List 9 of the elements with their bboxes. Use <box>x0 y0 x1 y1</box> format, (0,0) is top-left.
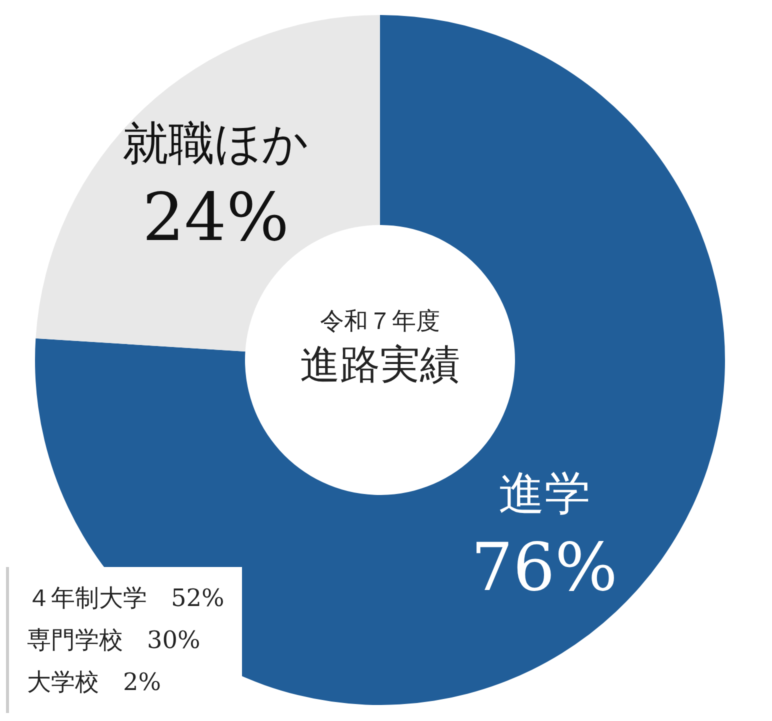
text: 大学校 2% <box>27 667 162 698</box>
data-label: 24% <box>142 179 290 256</box>
slice-label: 就職ほか <box>122 116 309 170</box>
text: 令和７年度 <box>319 306 441 337</box>
text: ４年制大学 52% <box>27 583 224 614</box>
data-label: 76% <box>470 528 618 606</box>
slice-label: 進学 <box>498 466 590 520</box>
text: 進路実績 <box>299 341 461 390</box>
text: 専門学校 30% <box>27 625 202 656</box>
